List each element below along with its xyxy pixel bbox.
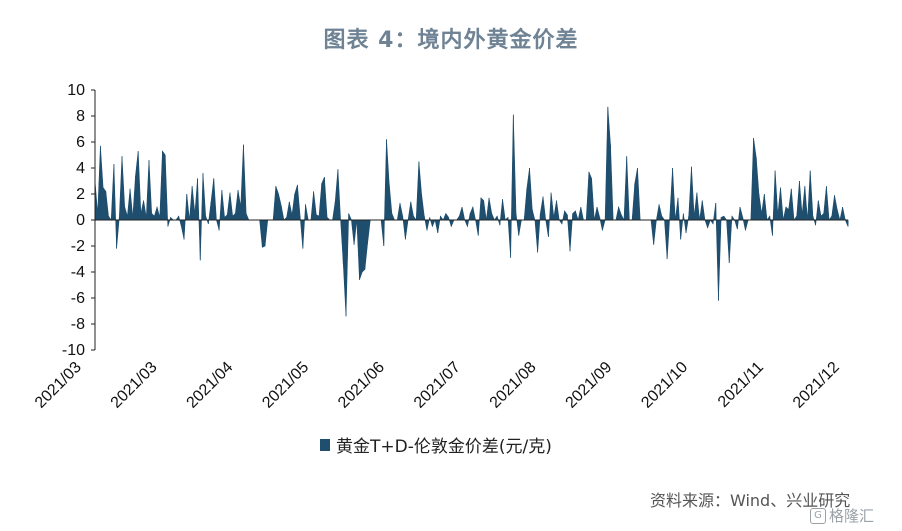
x-tick-label: 2021/04 — [184, 359, 237, 412]
y-tick-label: 6 — [76, 134, 85, 151]
watermark-logo-icon: G — [810, 507, 826, 524]
x-tick-label: 2021/03 — [108, 359, 161, 412]
watermark-text: 格隆汇 — [829, 507, 875, 525]
legend: 黄金T+D-伦敦金价差(元/克) — [320, 432, 552, 457]
x-tick-label: 2021/03 — [32, 359, 85, 412]
x-tick-label: 2021/10 — [638, 359, 691, 412]
x-tick-label: 2021/11 — [715, 359, 767, 411]
x-tick-label: 2021/05 — [259, 359, 312, 412]
y-tick-label: -10 — [62, 342, 85, 359]
series-area — [94, 106, 849, 317]
y-tick-label: 4 — [76, 160, 85, 177]
x-axis: 2021/03 2021/03 2021/04 2021/05 2021/06 2021/… — [32, 219, 848, 412]
y-tick-label: 10 — [67, 82, 85, 99]
x-tick-label: 2021/06 — [335, 359, 388, 412]
legend-swatch — [320, 438, 330, 451]
series-area-path — [94, 106, 849, 317]
y-tick-label: 8 — [76, 108, 85, 125]
watermark: G 格隆汇 — [810, 505, 874, 526]
x-tick-label: 2021/09 — [563, 359, 616, 412]
y-tick-label: -6 — [71, 290, 85, 307]
y-tick-label: -8 — [71, 316, 85, 333]
y-tick-label: -4 — [71, 264, 85, 281]
y-tick-label: 0 — [76, 212, 85, 229]
x-tick-label: 2021/12 — [790, 359, 843, 412]
chart-title: 图表 4：境内外黄金价差 — [323, 28, 579, 53]
source-note: 资料来源：Wind、兴业研究 — [650, 491, 851, 510]
x-tick-label: 2021/08 — [487, 359, 540, 412]
y-tick-label: 2 — [76, 186, 85, 203]
y-axis: 10 8 6 4 2 0 -2 -4 -6 -8 -10 — [62, 82, 96, 359]
legend-label: 黄金T+D-伦敦金价差(元/克) — [336, 437, 552, 457]
x-tick-label: 2021/07 — [411, 359, 464, 412]
y-tick-label: -2 — [71, 238, 85, 255]
